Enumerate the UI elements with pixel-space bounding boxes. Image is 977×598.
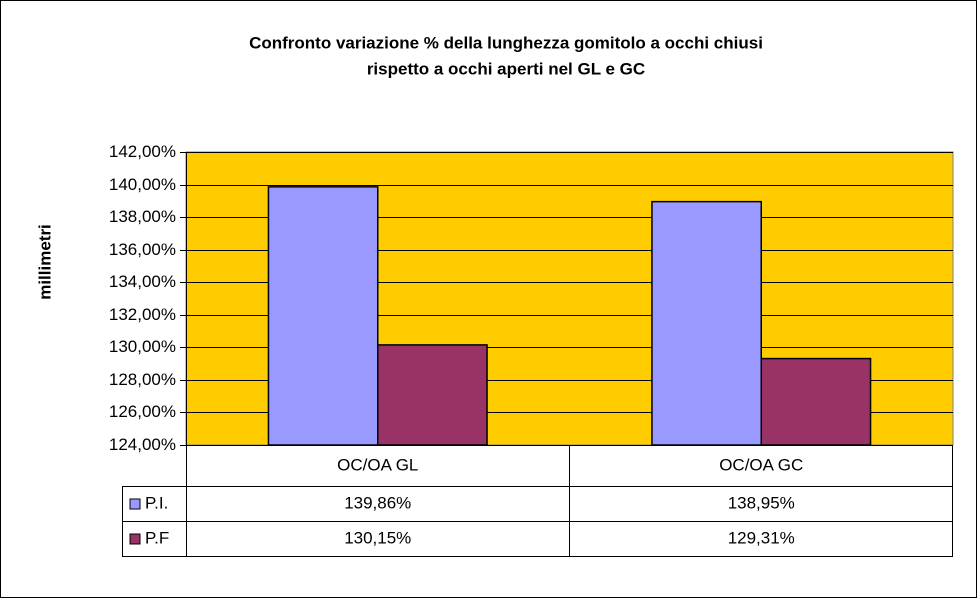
y-tick-label: 126,00%: [109, 402, 176, 421]
category-label: OC/OA GC: [719, 455, 803, 474]
table-value: 138,95%: [728, 493, 795, 512]
table-value: 130,15%: [344, 528, 411, 547]
category-label: OC/OA GL: [337, 455, 418, 474]
bar: [651, 200, 763, 446]
y-tick-label: 124,00%: [109, 435, 176, 454]
legend-swatch: [129, 533, 141, 545]
bar: [267, 186, 379, 446]
y-tick-label: 128,00%: [109, 370, 176, 389]
y-tick-label: 136,00%: [109, 240, 176, 259]
y-tick-label: 140,00%: [109, 175, 176, 194]
bar: [377, 344, 488, 446]
chart-title: Confronto variazione % della lunghezza g…: [249, 33, 763, 52]
y-axis-title: millimetri: [35, 224, 54, 300]
y-tick-label: 134,00%: [109, 272, 176, 291]
y-tick-label: 138,00%: [109, 207, 176, 226]
table-value: 139,86%: [344, 493, 411, 512]
y-tick-label: 142,00%: [109, 142, 176, 161]
legend-swatch: [129, 498, 141, 510]
legend-label: P.F: [145, 528, 169, 547]
y-tick-label: 132,00%: [109, 305, 176, 324]
legend-label: P.I.: [145, 493, 168, 512]
bar: [760, 357, 872, 446]
table-value: 129,31%: [728, 528, 795, 547]
chart-title: rispetto a occhi aperti nel GL e GC: [367, 59, 645, 78]
y-tick-label: 130,00%: [109, 337, 176, 356]
